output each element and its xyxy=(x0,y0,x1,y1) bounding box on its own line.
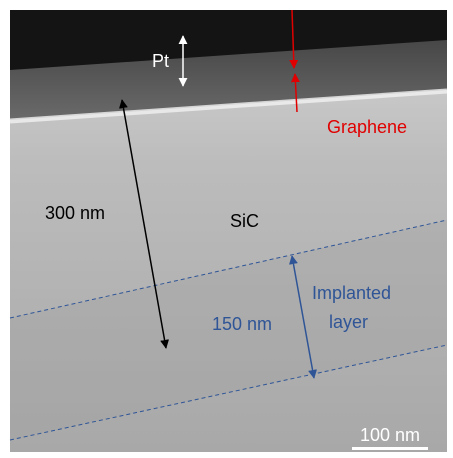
implanted-label: Implanted xyxy=(312,283,391,303)
graphene-label: Graphene xyxy=(327,117,407,137)
material-label: SiC xyxy=(230,211,259,231)
scale-bar xyxy=(352,447,428,450)
implanted-thickness-label: 150 nm xyxy=(212,314,272,334)
pt-label: Pt xyxy=(152,51,169,71)
thickness-label: 300 nm xyxy=(45,203,105,223)
micrograph-figure: Pt Graphene 300 nm SiC Implanted layer 1… xyxy=(0,0,453,458)
scale-bar-label: 100 nm xyxy=(360,425,420,445)
implanted-label: layer xyxy=(329,312,368,332)
micrograph xyxy=(10,10,447,452)
